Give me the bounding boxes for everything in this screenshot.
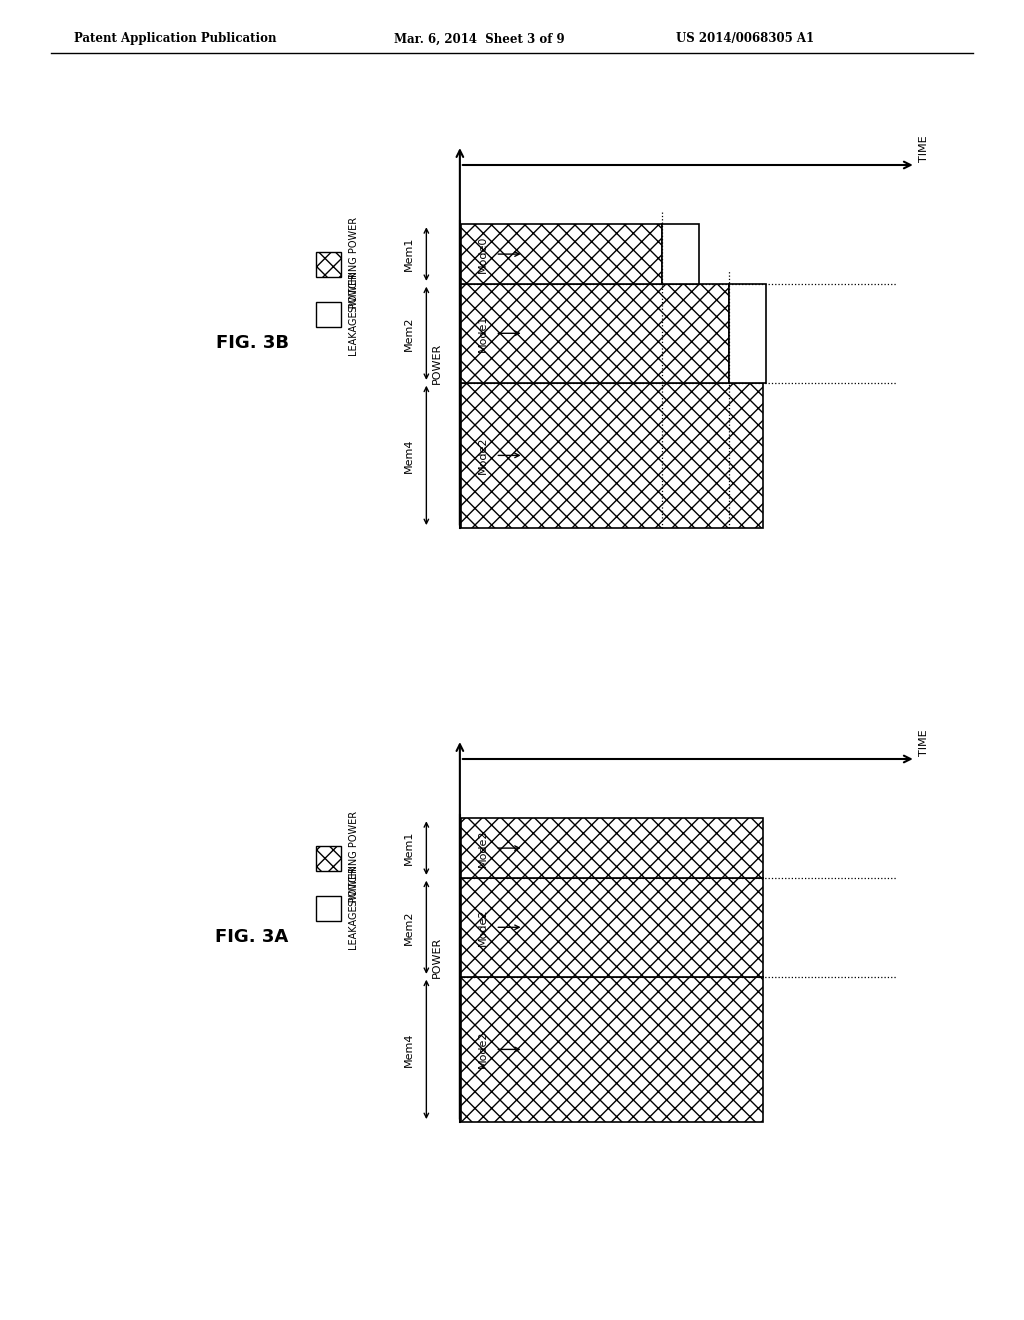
Text: Mode1: Mode1 [478, 314, 488, 352]
Text: POWER: POWER [431, 342, 441, 384]
Bar [315, 896, 341, 921]
Text: Mode2: Mode2 [478, 829, 488, 867]
Text: LEAKAGE POWER: LEAKAGE POWER [349, 866, 359, 950]
Text: TIME: TIME [919, 729, 929, 755]
Text: Patent Application Publication: Patent Application Publication [74, 32, 276, 45]
Bar [315, 846, 341, 871]
Bar [461, 818, 763, 878]
Text: POWER: POWER [431, 936, 441, 978]
Bar [461, 284, 729, 383]
Text: Mode2: Mode2 [478, 908, 488, 946]
Text: Mem2: Mem2 [404, 909, 415, 945]
Text: Mode0: Mode0 [478, 235, 488, 273]
Text: Mar. 6, 2014  Sheet 3 of 9: Mar. 6, 2014 Sheet 3 of 9 [394, 32, 565, 45]
Text: FIG. 3A: FIG. 3A [215, 928, 289, 946]
Bar [729, 284, 766, 383]
Bar [315, 302, 341, 327]
Bar [461, 977, 763, 1122]
Text: Mode2: Mode2 [478, 437, 488, 474]
Bar [461, 878, 763, 977]
Bar [461, 224, 663, 284]
Bar [663, 224, 699, 284]
Text: Mode2: Mode2 [478, 1031, 488, 1068]
Bar [315, 252, 341, 277]
Text: Mem4: Mem4 [404, 438, 415, 473]
Text: Mem2: Mem2 [404, 315, 415, 351]
Text: US 2014/0068305 A1: US 2014/0068305 A1 [676, 32, 814, 45]
Text: Mem1: Mem1 [404, 236, 415, 272]
Text: Mem4: Mem4 [404, 1032, 415, 1067]
Text: TIME: TIME [919, 135, 929, 162]
Text: LEAKAGE POWER: LEAKAGE POWER [349, 272, 359, 356]
Text: FIG. 3B: FIG. 3B [216, 334, 289, 352]
Text: SWITCHING POWER: SWITCHING POWER [349, 810, 359, 907]
Text: Mem1: Mem1 [404, 830, 415, 866]
Bar [461, 383, 763, 528]
Text: SWITCHING POWER: SWITCHING POWER [349, 216, 359, 313]
